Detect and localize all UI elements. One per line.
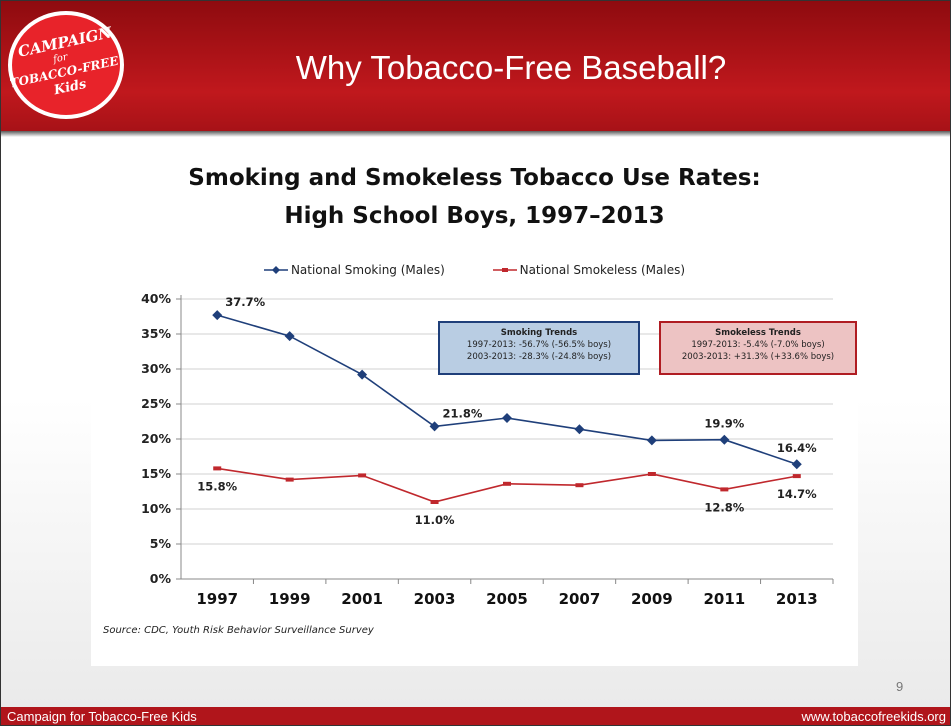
y-tick-label: 25% [141, 396, 171, 411]
x-tick-label: 2013 [776, 590, 818, 608]
data-point-smokeless [720, 487, 729, 492]
x-tick-label: 1997 [196, 590, 238, 608]
y-tick-label: 20% [141, 431, 171, 446]
footer-organization: Campaign for Tobacco-Free Kids [7, 709, 197, 724]
chart-legend: National Smoking (Males) National Smokel… [91, 263, 858, 278]
data-point-smoking [357, 369, 368, 380]
y-tick-label: 10% [141, 501, 171, 516]
chart-source: Source: CDC, Youth Risk Behavior Surveil… [103, 625, 374, 636]
logo-line2: for [51, 51, 70, 65]
smoking-trends-box: Smoking Trends 1997-2013: -56.7% (-56.5%… [438, 321, 640, 375]
smokeless-trends-title: Smokeless Trends [715, 328, 801, 338]
data-point-smoking [791, 459, 802, 470]
data-label: 15.8% [197, 479, 237, 493]
data-label: 21.8% [443, 406, 483, 420]
data-point-smoking [429, 421, 440, 432]
x-tick-label: 2005 [486, 590, 528, 608]
data-point-smokeless [792, 474, 801, 479]
data-point-smokeless [575, 483, 584, 488]
smoking-trends-title: Smoking Trends [500, 328, 578, 338]
data-point-smokeless [213, 466, 222, 471]
data-point-smoking [646, 435, 657, 446]
smokeless-trends-line2: 2003-2013: +31.3% (+33.6% boys) [681, 352, 835, 362]
legend-item-smokeless: National Smokeless (Males) [492, 263, 686, 277]
footer-website: www.tobaccofreekids.org [801, 709, 946, 724]
data-point-smoking [719, 434, 730, 445]
data-point-smoking [284, 331, 295, 342]
data-point-smoking [212, 310, 223, 321]
y-tick-label: 30% [141, 361, 171, 376]
slide-footer: Campaign for Tobacco-Free Kids www.tobac… [1, 707, 950, 725]
legend-swatch-smokeless [492, 268, 517, 272]
legend-swatch-smoking [263, 266, 288, 274]
y-tick-label: 15% [141, 466, 171, 481]
y-tick-label: 5% [150, 536, 172, 551]
slide-title: Why Tobacco-Free Baseball? [295, 49, 727, 86]
x-tick-label: 1999 [269, 590, 311, 608]
x-tick-label: 2001 [341, 590, 383, 608]
chart-title-line1: Smoking and Smokeless Tobacco Use Rates: [188, 165, 761, 191]
x-tick-label: 2003 [414, 590, 456, 608]
campaign-logo: CAMPAIGN for TOBACCO-FREE Kids [8, 11, 124, 119]
data-label: 14.7% [777, 487, 817, 501]
header-shadow [1, 131, 950, 137]
smokeless-trends-box: Smokeless Trends 1997-2013: -5.4% (-7.0%… [659, 321, 857, 375]
data-point-smoking [502, 413, 512, 423]
data-label: 11.0% [415, 513, 455, 527]
data-label: 19.9% [704, 417, 744, 431]
data-point-smoking [574, 424, 585, 435]
data-point-smokeless [430, 500, 439, 504]
y-tick-label: 35% [141, 326, 171, 341]
smokeless-trends-line1: 1997-2013: -5.4% (-7.0% boys) [691, 340, 825, 350]
data-point-smokeless [503, 481, 511, 486]
smoking-trends-line1: 1997-2013: -56.7% (-56.5% boys) [466, 340, 612, 350]
x-tick-label: 2011 [703, 590, 745, 608]
data-point-smokeless [358, 473, 367, 478]
logo-line4: Kids [52, 77, 89, 99]
chart-figure: Smoking and Smokeless Tobacco Use Rates:… [91, 151, 858, 666]
data-point-smokeless [285, 477, 294, 482]
data-label: 37.7% [225, 295, 265, 309]
legend-label-smokeless: National Smokeless (Males) [519, 263, 686, 277]
data-point-smokeless [647, 472, 656, 476]
legend-label-smoking: National Smoking (Males) [290, 263, 445, 277]
page-number: 9 [896, 679, 904, 694]
chart-title-line2: High School Boys, 1997–2013 [284, 203, 665, 229]
x-tick-label: 2007 [559, 590, 601, 608]
data-label: 16.4% [777, 441, 817, 455]
y-tick-label: 40% [141, 291, 171, 306]
legend-item-smoking: National Smoking (Males) [263, 263, 445, 277]
data-label: 12.8% [704, 500, 744, 514]
slide-header [1, 1, 950, 131]
y-tick-label: 0% [150, 571, 172, 586]
smoking-trends-line2: 2003-2013: -28.3% (-24.8% boys) [466, 352, 612, 362]
x-tick-label: 2009 [631, 590, 673, 608]
line-chart: 0% 5% 10% 15% 20% 25% 30% 35% 40% 1997 1999 2001 200… [141, 291, 834, 608]
